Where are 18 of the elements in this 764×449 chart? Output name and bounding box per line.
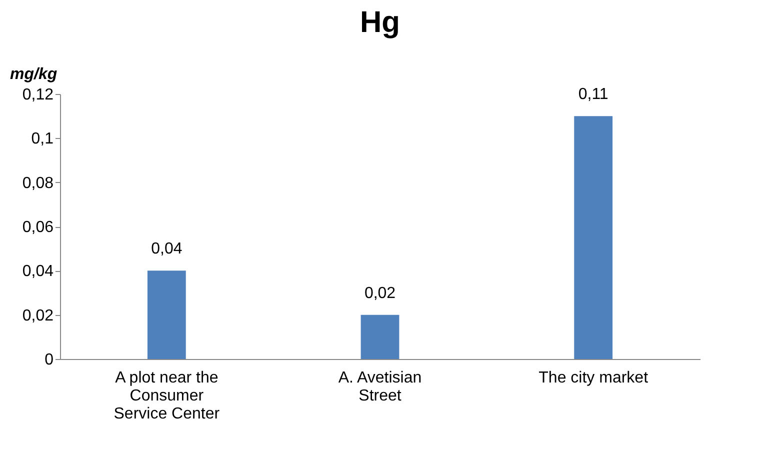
bar <box>360 314 400 359</box>
x-tick-label: The city market <box>538 370 649 386</box>
x-tick-label: A. Avetisian Street <box>338 370 422 404</box>
x-tick-label: A plot near the Consumer Service Center <box>114 370 220 422</box>
y-axis-title: mg/kg <box>10 66 58 83</box>
data-label: 0,04 <box>151 240 182 258</box>
data-label: 0,11 <box>578 86 608 104</box>
y-tick-label: 0,12 <box>22 86 54 104</box>
chart-title: Hg <box>360 6 400 39</box>
y-tick-label: 0 <box>44 352 54 368</box>
y-tick-label: 0,02 <box>22 307 54 324</box>
bar <box>574 116 613 359</box>
bar <box>147 270 186 359</box>
y-tick-label: 0,08 <box>22 174 54 192</box>
y-tick-label: 0,06 <box>22 219 54 236</box>
data-label: 0,02 <box>364 284 396 302</box>
y-tick-label: 0,04 <box>22 263 54 280</box>
y-tick-label: 0,1 <box>31 130 54 148</box>
